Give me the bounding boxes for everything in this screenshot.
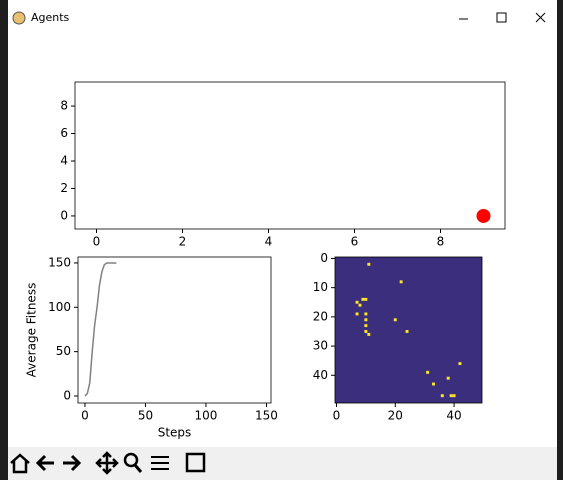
cell [364, 312, 368, 316]
cell [399, 280, 403, 284]
y-tick-label: 40 [313, 368, 328, 382]
close-button[interactable] [535, 12, 546, 23]
maximize-button[interactable] [496, 12, 507, 23]
toolbar [8, 447, 557, 480]
x-tick-label: 2 [179, 235, 187, 249]
window-title: Agents [31, 11, 70, 24]
x-tick-label: 4 [265, 235, 273, 249]
x-tick-label: 0 [81, 409, 89, 423]
x-tick-label: 0 [93, 235, 101, 249]
y-tick-label: 50 [56, 344, 71, 358]
axes-frame [334, 256, 483, 404]
subplot: 0 2 4 6 8 0 2 4 6 8 [60, 81, 506, 249]
y-tick-label: 6 [60, 126, 68, 140]
y-tick-label: 100 [48, 300, 71, 314]
x-tick-label: 20 [388, 409, 403, 423]
y-tick-label: 2 [60, 181, 68, 195]
cell [358, 303, 362, 307]
axes-frame [74, 81, 506, 230]
cell [367, 262, 371, 266]
y-tick-label: 0 [63, 388, 71, 402]
home-button[interactable] [10, 453, 30, 474]
app-icon [12, 11, 26, 25]
y-tick-label: 10 [313, 280, 328, 294]
y-axis-label: Average Fitness [25, 283, 39, 378]
y-tick-label: 0 [320, 251, 328, 265]
pan-button[interactable] [95, 451, 119, 475]
cell [364, 297, 368, 301]
cell [440, 394, 444, 398]
cell [364, 330, 368, 333]
y-tick-label: 20 [313, 309, 328, 323]
cell [405, 330, 409, 333]
y-tick-label: 30 [313, 339, 328, 353]
back-button[interactable] [35, 454, 54, 472]
save-button[interactable] [185, 452, 206, 473]
title-bar: Agents [12, 11, 546, 25]
x-tick-label: 8 [437, 235, 445, 249]
cell [355, 312, 359, 316]
cell [446, 376, 450, 380]
window [8, 0, 557, 480]
cell [367, 332, 371, 336]
x-tick-label: 100 [195, 409, 218, 423]
x-tick-label: 40 [446, 409, 461, 423]
y-tick-label: 8 [60, 99, 68, 113]
cell [449, 394, 453, 398]
cell [364, 324, 368, 328]
axes-frame [77, 256, 272, 404]
cell [355, 300, 359, 304]
x-tick-label: 6 [351, 235, 359, 249]
y-tick-label: 0 [60, 208, 68, 222]
configure-button[interactable] [151, 456, 169, 470]
cell [458, 362, 462, 366]
line [84, 262, 117, 397]
cell [393, 318, 397, 322]
toolbar-bg [8, 447, 557, 480]
cell [452, 394, 456, 398]
zoom-button[interactable] [123, 452, 143, 473]
y-tick-label: 150 [48, 255, 71, 269]
cell [426, 370, 430, 374]
x-axis-label: Steps [158, 426, 192, 440]
subplot: 0 20 40 0 10 20 30 40 [313, 251, 483, 423]
y-tick-label: 4 [60, 153, 68, 167]
point [476, 208, 491, 223]
x-tick-label: 150 [255, 409, 278, 423]
cell [364, 318, 368, 322]
x-tick-label: 0 [333, 409, 341, 423]
x-tick-label: 50 [138, 409, 153, 423]
cell [432, 382, 435, 386]
forward-button[interactable] [63, 454, 82, 472]
cell [361, 297, 365, 301]
subplot: 0 50 100 150 0 50 100 150 Steps Average Fitness [25, 255, 278, 439]
